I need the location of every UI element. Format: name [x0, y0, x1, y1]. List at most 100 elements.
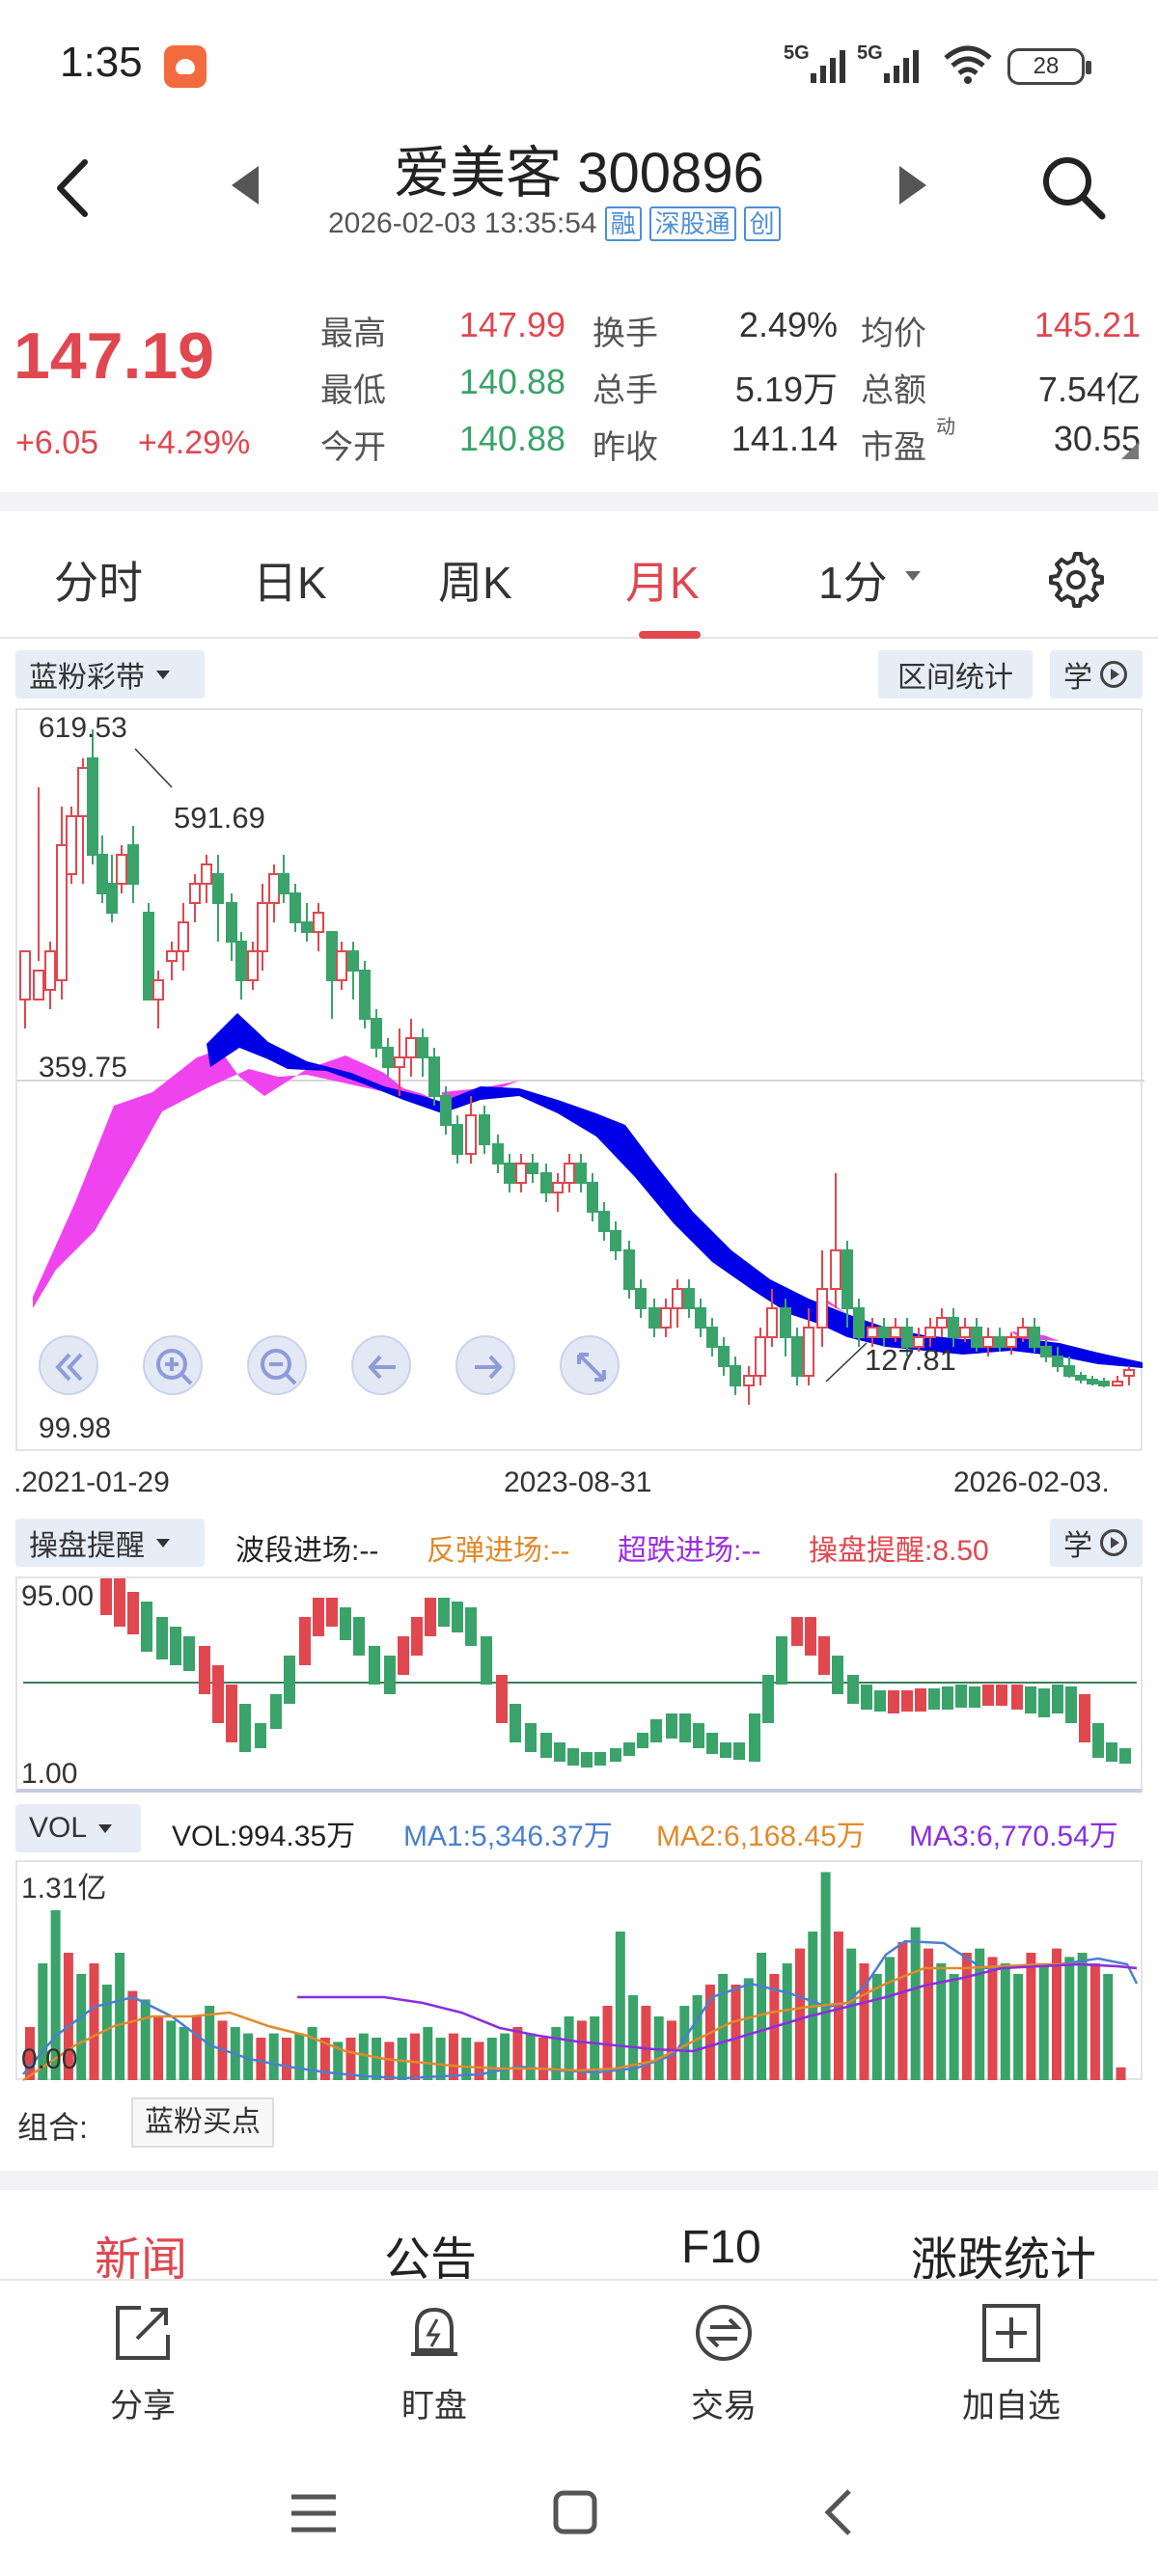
indicator-bar [666, 1713, 677, 1739]
expand-corner-icon[interactable] [1121, 442, 1139, 459]
volume-bar [743, 1978, 754, 2080]
volume-bottom-label: 0.00 [21, 2043, 78, 2075]
share-icon[interactable] [112, 2302, 174, 2364]
share-label[interactable]: 分享 [110, 2388, 176, 2425]
candle-body [290, 892, 301, 923]
trade-icon[interactable] [693, 2302, 755, 2364]
volume-bar [345, 2038, 356, 2080]
tab-intraday[interactable]: 分时 [54, 558, 143, 608]
current-price: 147.19 [14, 319, 214, 393]
tab-announcements[interactable]: 公告 [384, 2234, 478, 2286]
gear-icon[interactable] [1046, 550, 1104, 608]
back-icon[interactable] [820, 2487, 855, 2537]
indicator-bar [313, 1598, 324, 1636]
bottom-action-bar [0, 2279, 1158, 2433]
volume-bar [538, 2038, 548, 2080]
candle-body [890, 1327, 901, 1338]
watch-label[interactable]: 盯盘 [401, 2388, 467, 2425]
tab-price-stats[interactable]: 涨跌统计 [911, 2234, 1097, 2286]
watch-bell-icon[interactable] [403, 2302, 465, 2364]
back-arrow-icon[interactable] [48, 154, 96, 222]
minute-dropdown-icon[interactable] [905, 571, 921, 581]
kline-svg [17, 729, 1144, 1405]
candle-body [648, 1307, 660, 1329]
candle-body [660, 1307, 672, 1329]
volume-bar [50, 1910, 61, 2080]
indicator-bar [996, 1685, 1007, 1706]
prev-stock-icon[interactable] [230, 164, 261, 206]
indicator-bar [525, 1723, 537, 1752]
candle-body [936, 1317, 948, 1329]
candle-body [948, 1317, 959, 1338]
candle-body [226, 902, 237, 943]
candle-body [924, 1327, 936, 1338]
candle-body [755, 1336, 766, 1377]
menu-icon[interactable] [290, 2493, 338, 2534]
add-watchlist-icon[interactable] [980, 2302, 1042, 2364]
search-icon[interactable] [1038, 152, 1108, 222]
tab-news[interactable]: 新闻 [95, 2234, 188, 2286]
volume-bar [602, 2006, 613, 2080]
quote-label: 总额 [861, 372, 926, 409]
quote-label: 昨收 [593, 429, 658, 466]
indicator-bar [212, 1665, 224, 1723]
stock-meta: 2026-02-03 13:35:54 融 深股通 创 [328, 205, 781, 243]
kline-chart[interactable]: 619.53 359.75 99.98 591.69 127.81 [15, 708, 1144, 1451]
trade-label[interactable]: 交易 [691, 2388, 757, 2425]
volume-bar [590, 2016, 600, 2080]
candlestick-series [19, 729, 1135, 1405]
range-stats-button[interactable]: 区间统计 [878, 650, 1033, 699]
indicator-bar [270, 1694, 282, 1729]
volume-bar [679, 2006, 690, 2080]
home-icon[interactable] [552, 2489, 598, 2535]
indicator-bar [594, 1752, 606, 1766]
volume-bar [115, 1953, 125, 2080]
next-stock-icon[interactable] [897, 164, 928, 206]
indicator-selector[interactable]: 蓝粉彩带 [15, 650, 205, 699]
zoom-out-button[interactable] [247, 1335, 307, 1395]
combo-buy-signal-button[interactable]: 蓝粉买点 [131, 2097, 274, 2148]
candle-body [672, 1288, 683, 1309]
candle-body [901, 1327, 913, 1348]
indicator-bar [623, 1742, 635, 1756]
volume-bar [127, 1990, 138, 2080]
jump-start-button[interactable] [39, 1335, 98, 1395]
zoom-in-button[interactable] [143, 1335, 203, 1395]
pan-right-button[interactable] [455, 1335, 515, 1395]
candle-body [780, 1307, 791, 1338]
signal-icon-2 [884, 46, 926, 83]
indicator-bar [1052, 1685, 1063, 1713]
volume-bar [1052, 1948, 1062, 2080]
tab-minute[interactable]: 1分 [818, 558, 888, 608]
indicator2-selector[interactable]: 操盘提醒 [15, 1519, 205, 1567]
volume-bar [949, 1974, 959, 2080]
arrow-right-icon [475, 1355, 503, 1380]
add-watchlist-label[interactable]: 加自选 [962, 2388, 1061, 2425]
volume-bar [268, 2033, 279, 2080]
volume-bar [333, 2042, 344, 2080]
learn-label: 学 [1063, 1530, 1092, 1562]
volume-bar [76, 1974, 87, 2080]
tab-monthly-k[interactable]: 月K [625, 558, 700, 608]
quote-datetime: 2026-02-03 13:35:54 [328, 207, 597, 239]
chevron-down-icon [156, 670, 170, 679]
candle-body [1040, 1346, 1052, 1357]
volume-selector[interactable]: VOL [15, 1804, 141, 1852]
learn-button[interactable]: 学 [1050, 650, 1143, 699]
tab-f10[interactable]: F10 [681, 2222, 761, 2273]
candle-body [971, 1327, 982, 1348]
expand-icon [577, 1353, 606, 1382]
candle-body [1123, 1369, 1135, 1377]
candle-body [1112, 1381, 1123, 1386]
indicator-chart[interactable]: 95.00 1.00 [15, 1576, 1143, 1793]
indicator-learn-button[interactable]: 学 [1050, 1519, 1143, 1567]
pan-left-button[interactable] [351, 1335, 411, 1395]
fullscreen-button[interactable] [560, 1335, 620, 1395]
tab-weekly-k[interactable]: 周K [438, 558, 512, 608]
candle-body [598, 1211, 610, 1232]
volume-bar [500, 2033, 510, 2080]
indicator-bar [465, 1607, 477, 1646]
candle-body [1075, 1375, 1087, 1381]
volume-chart[interactable]: 1.31亿 0.00 [15, 1860, 1143, 2082]
tab-daily-k[interactable]: 日K [253, 558, 327, 608]
